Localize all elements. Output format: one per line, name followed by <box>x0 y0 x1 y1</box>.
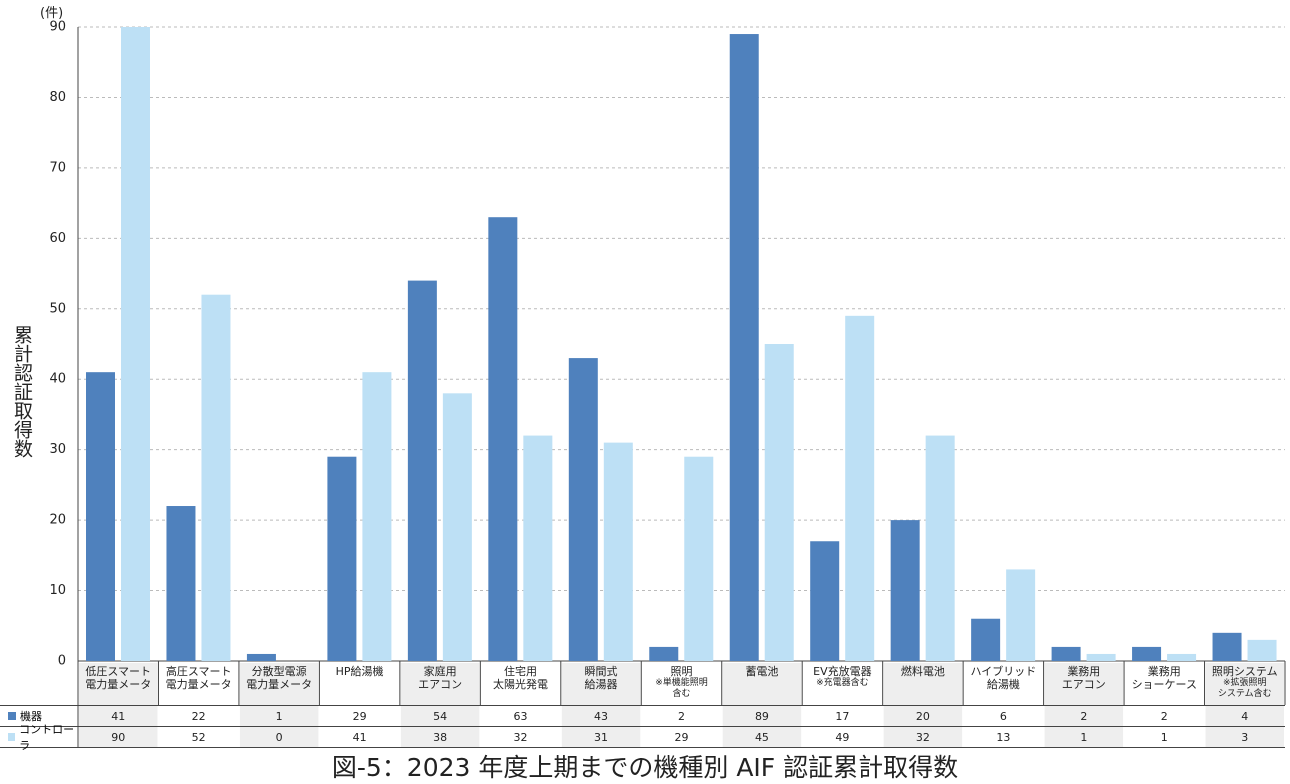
table-value: 1 <box>1080 731 1088 744</box>
legend-entry: コントローラ <box>0 723 78 752</box>
table-value: 32 <box>513 731 528 744</box>
table-value: 31 <box>594 731 609 744</box>
y-axis-label: 累計認証取得数 <box>11 325 33 458</box>
bar <box>1086 653 1116 661</box>
table-value: 32 <box>915 731 930 744</box>
y-tick-label: 90 <box>49 20 66 35</box>
bar <box>1051 646 1081 661</box>
y-tick-label: 20 <box>49 513 66 528</box>
legend-entry: 機器 <box>0 706 78 726</box>
bar <box>1167 653 1197 661</box>
bar <box>1132 646 1162 661</box>
legend-label: 機器 <box>20 710 42 723</box>
x-tick-label: 燃料電池 <box>900 665 945 678</box>
bar <box>845 315 875 661</box>
bar <box>1212 632 1242 661</box>
chart-title: 図-5：2023 年度上期までの機種別 AIF 認証累計取得数 <box>331 753 959 782</box>
y-tick-label: 80 <box>49 90 66 105</box>
table-value: 63 <box>513 710 528 723</box>
table-value: 2 <box>677 710 685 723</box>
y-tick-label: 60 <box>49 231 66 246</box>
x-tick-label: 業務用 ショーケース <box>1131 665 1198 691</box>
y-unit: (件) <box>40 6 64 21</box>
table-value: 2 <box>1080 710 1088 723</box>
x-tick-label: 蓄電池 <box>745 665 779 678</box>
legend-swatch <box>8 712 16 720</box>
x-tick-label: ハイブリッド 給湯機 <box>970 665 1037 691</box>
table-value: 49 <box>835 731 850 744</box>
legend-swatch <box>8 733 16 741</box>
table-value: 45 <box>754 731 769 744</box>
table-value: 0 <box>275 731 283 744</box>
y-tick-label: 70 <box>49 160 66 175</box>
table-value: 52 <box>191 731 206 744</box>
y-tick-label: 40 <box>49 372 66 387</box>
bar <box>810 541 840 661</box>
table-value: 41 <box>352 731 367 744</box>
bar <box>407 280 437 661</box>
bar <box>1247 639 1277 661</box>
bar <box>121 27 150 661</box>
category-note: ※充電器含む <box>816 678 869 688</box>
x-tick-label: 分散型電源 電力量メータ <box>246 665 313 691</box>
x-tick-label: 照明システム ※拡張照明 システム含む <box>1205 665 1285 700</box>
x-tick-label: 高圧スマート 電力量メータ <box>165 665 232 691</box>
bar <box>523 435 553 661</box>
table-value: 41 <box>111 710 126 723</box>
x-tick-label: 瞬間式 給湯器 <box>584 665 618 691</box>
bar <box>166 506 196 661</box>
table-value: 1 <box>1160 731 1168 744</box>
category-note: ※単機能照明 含む <box>655 678 708 699</box>
bar <box>1006 569 1036 661</box>
table-value: 2 <box>1160 710 1168 723</box>
table-value: 90 <box>111 731 126 744</box>
table-value: 43 <box>594 710 609 723</box>
bar <box>649 646 679 661</box>
table-value: 3 <box>1241 731 1249 744</box>
bar <box>729 34 759 662</box>
bar <box>971 618 1001 661</box>
bar <box>890 520 920 661</box>
table-value: 1 <box>275 710 283 723</box>
table-value: 6 <box>999 710 1007 723</box>
bar <box>201 294 231 661</box>
table-value: 17 <box>835 710 850 723</box>
table-value: 38 <box>433 731 448 744</box>
y-tick-label: 50 <box>49 301 66 316</box>
bar <box>925 435 955 661</box>
bar <box>86 372 115 661</box>
table-value: 29 <box>674 731 689 744</box>
x-tick-label: HP給湯機 <box>335 665 384 678</box>
y-tick-label: 10 <box>49 583 66 598</box>
table-value: 13 <box>996 731 1011 744</box>
bar <box>764 344 794 661</box>
table-value: 20 <box>915 710 930 723</box>
bar <box>603 442 633 661</box>
x-tick-label: 照明 ※単機能照明 含む <box>641 665 721 700</box>
bar <box>442 393 472 661</box>
table-value: 89 <box>754 710 769 723</box>
table-value: 29 <box>352 710 367 723</box>
bar <box>362 372 392 661</box>
bar <box>684 456 714 661</box>
table-value: 54 <box>433 710 448 723</box>
category-note: ※拡張照明 システム含む <box>1217 678 1272 699</box>
x-tick-label: 業務用 エアコン <box>1061 665 1106 691</box>
table-value: 22 <box>191 710 206 723</box>
x-tick-label: EV充放電器 ※充電器含む <box>802 665 882 689</box>
x-tick-label: 家庭用 エアコン <box>418 665 463 691</box>
x-tick-label: 住宅用 太陽光発電 <box>493 665 549 691</box>
bar <box>246 653 276 661</box>
bar <box>327 456 357 661</box>
y-tick-label: 30 <box>49 442 66 457</box>
bar <box>568 358 598 661</box>
table-value: 4 <box>1241 710 1249 723</box>
bar <box>488 217 518 661</box>
x-tick-label: 低圧スマート 電力量メータ <box>85 665 152 691</box>
y-tick-label: 0 <box>58 654 66 669</box>
legend-label: コントローラ <box>19 723 75 752</box>
